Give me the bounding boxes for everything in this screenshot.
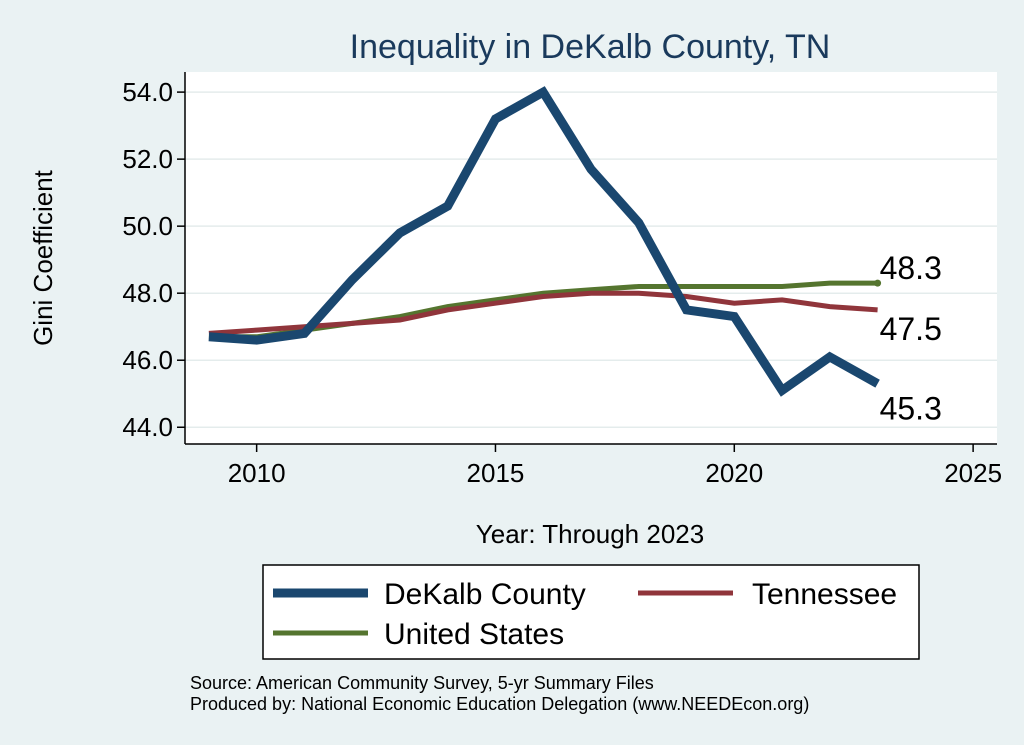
series-line-tennessee <box>208 290 878 336</box>
chart-title: Inequality in DeKalb County, TN <box>350 28 831 66</box>
x-tick-label: 2010 <box>228 458 286 488</box>
y-tick-label: 46.0 <box>122 345 173 375</box>
x-axis: 2010 2015 2020 2025 <box>185 443 1002 488</box>
y-tick-label: 54.0 <box>122 77 173 107</box>
y-axis: 44.0 46.0 48.0 50.0 52.0 54.0 <box>122 72 186 444</box>
x-tick-label: 2020 <box>705 458 763 488</box>
series-endpoint-united-states <box>874 279 882 287</box>
x-tick-label: 2025 <box>944 458 1002 488</box>
end-label-dekalb: 45.3 <box>880 391 942 427</box>
legend-label-tennessee: Tennessee <box>752 578 897 611</box>
series-lines <box>208 86 882 397</box>
series-line-dekalb <box>208 86 880 397</box>
legend-label-dekalb: DeKalb County <box>384 578 586 611</box>
legend: DeKalb County Tennessee United States <box>262 564 920 660</box>
end-label-united-states: 48.3 <box>880 250 942 286</box>
y-axis-title: Gini Coefficient <box>28 169 58 346</box>
y-tick-label: 50.0 <box>122 211 173 241</box>
plot-area <box>185 72 997 444</box>
y-tick-label: 44.0 <box>122 412 173 442</box>
x-tick-label: 2015 <box>467 458 525 488</box>
end-label-tennessee: 47.5 <box>880 311 942 347</box>
legend-label-united-states: United States <box>384 618 564 651</box>
legend-box <box>262 564 920 660</box>
x-axis-title: Year: Through 2023 <box>476 519 704 549</box>
y-tick-label: 48.0 <box>122 278 173 308</box>
producer-note: Produced by: National Economic Education… <box>190 694 809 714</box>
y-tick-label: 52.0 <box>122 144 173 174</box>
source-note: Source: American Community Survey, 5-yr … <box>190 673 654 693</box>
end-labels: 45.3 47.5 48.3 <box>880 250 942 427</box>
